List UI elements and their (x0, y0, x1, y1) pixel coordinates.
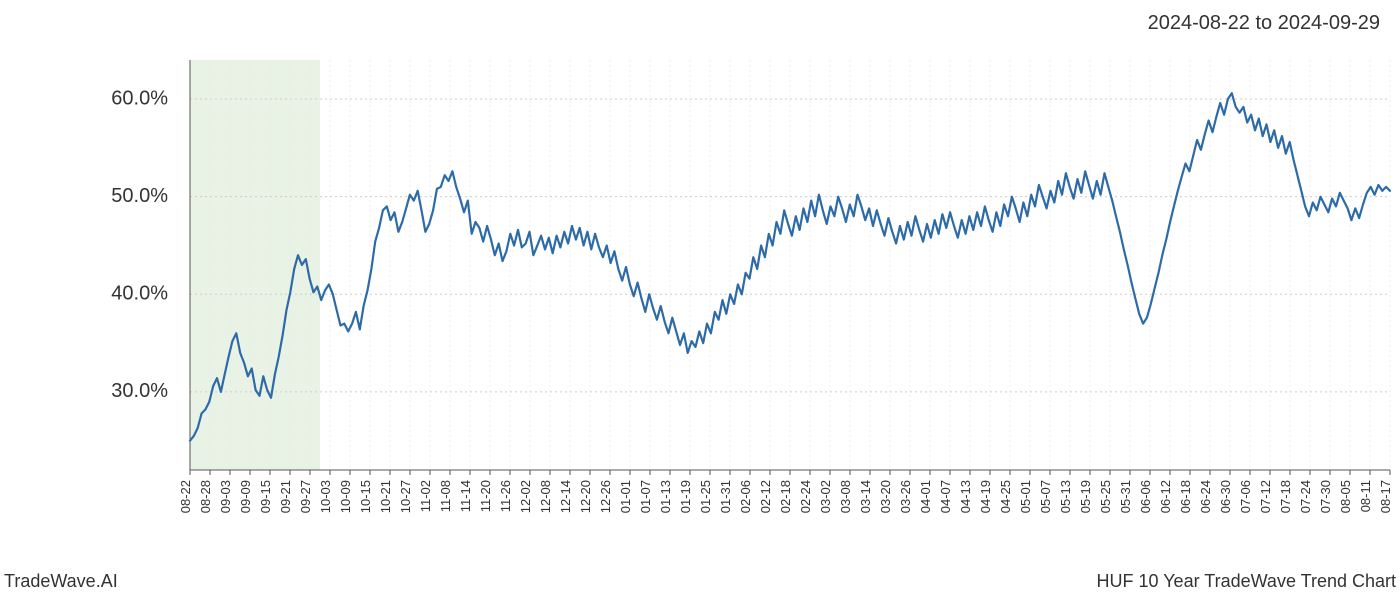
x-tick-label: 03-26 (898, 480, 913, 513)
x-tick-label: 01-13 (658, 480, 673, 513)
x-tick-label: 08-11 (1358, 480, 1373, 512)
x-tick-label: 07-24 (1298, 480, 1313, 513)
x-tick-label: 06-24 (1198, 480, 1213, 513)
x-tick-label: 11-26 (498, 480, 513, 512)
x-tick-label: 01-31 (718, 480, 733, 513)
trend-chart: 30.0% 40.0% 50.0% 60.0% 08-22 08-28 09-03 09-09… (0, 40, 1400, 560)
x-tick-label: 11-02 (418, 480, 433, 512)
x-tick-label: 04-19 (978, 480, 993, 513)
x-tick-label: 10-27 (398, 480, 413, 513)
date-range-label: 2024-08-22 to 2024-09-29 (1148, 12, 1380, 35)
x-tick-label: 05-19 (1078, 480, 1093, 513)
x-tick-label: 08-28 (198, 480, 213, 513)
x-tick-label: 11-14 (458, 480, 473, 512)
x-tick-label: 07-30 (1318, 480, 1333, 513)
x-tick-label: 10-21 (378, 480, 393, 513)
x-tick-label: 07-18 (1278, 480, 1293, 513)
y-tick-label: 30.0% (111, 380, 168, 402)
x-tick-label: 12-20 (578, 480, 593, 513)
x-tick-label: 01-25 (698, 480, 713, 513)
x-tick-label: 05-01 (1018, 480, 1033, 513)
x-tick-label: 02-24 (798, 480, 813, 513)
x-tick-label: 05-07 (1038, 480, 1053, 513)
x-tick-label: 04-13 (958, 480, 973, 513)
x-tick-label: 06-18 (1178, 480, 1193, 513)
x-tick-label: 09-27 (298, 480, 313, 513)
x-tick-label: 06-06 (1138, 480, 1153, 513)
x-tick-label: 09-09 (238, 480, 253, 513)
x-tick-label: 09-15 (258, 480, 273, 513)
x-tick-label: 01-07 (638, 480, 653, 513)
x-tick-label: 04-07 (938, 480, 953, 513)
chart-title: HUF 10 Year TradeWave Trend Chart (1097, 571, 1396, 592)
x-tick-label: 06-30 (1218, 480, 1233, 513)
x-tick-label: 09-03 (218, 480, 233, 513)
x-tick-label: 03-20 (878, 480, 893, 513)
brand-label: TradeWave.AI (4, 571, 118, 592)
x-tick-label: 10-09 (338, 480, 353, 513)
x-tick-label: 05-31 (1118, 480, 1133, 513)
x-tick-label: 02-06 (738, 480, 753, 513)
x-tick-label: 05-13 (1058, 480, 1073, 513)
x-tick-label: 08-05 (1338, 480, 1353, 513)
x-tick-label: 02-12 (758, 480, 773, 513)
x-tick-label: 12-08 (538, 480, 553, 513)
x-tick-label: 06-12 (1158, 480, 1173, 513)
y-tick-label: 40.0% (111, 283, 168, 305)
x-tick-label: 07-12 (1258, 480, 1273, 513)
x-tick-label: 03-14 (858, 480, 873, 513)
y-tick-label: 50.0% (111, 185, 168, 207)
x-tick-label: 11-08 (438, 480, 453, 512)
x-tick-label: 05-25 (1098, 480, 1113, 513)
x-tick-label: 04-25 (998, 480, 1013, 513)
x-tick-label: 10-03 (318, 480, 333, 513)
x-tick-label: 03-02 (818, 480, 833, 513)
x-tick-label: 09-21 (278, 480, 293, 513)
x-tick-label: 12-14 (558, 480, 573, 513)
chart-svg: 30.0% 40.0% 50.0% 60.0% 08-22 08-28 09-03 09-09… (0, 40, 1400, 560)
x-tick-label: 10-15 (358, 480, 373, 513)
x-tick-label: 02-18 (778, 480, 793, 513)
x-tick-label: 01-01 (618, 480, 633, 513)
x-tick-label: 03-08 (838, 480, 853, 513)
x-tick-label: 08-17 (1378, 480, 1393, 513)
x-tick-label: 07-06 (1238, 480, 1253, 513)
x-tick-label: 01-19 (678, 480, 693, 513)
x-tick-label: 12-26 (598, 480, 613, 513)
x-tick-label: 08-22 (178, 480, 193, 513)
highlight-band (190, 60, 320, 470)
x-tick-label: 11-20 (478, 480, 493, 512)
y-tick-label: 60.0% (111, 87, 168, 109)
x-tick-label: 04-01 (918, 480, 933, 513)
x-tick-label: 12-02 (518, 480, 533, 513)
